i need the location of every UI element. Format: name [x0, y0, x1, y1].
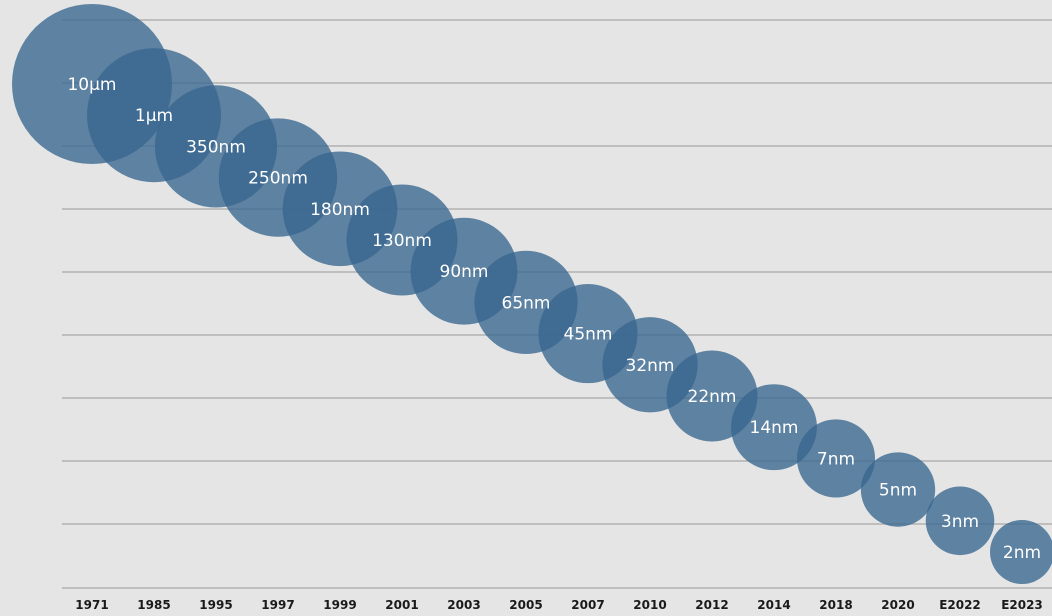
x-tick-label-1997: 1997 — [261, 598, 294, 612]
bubble-label-45nm: 45nm — [564, 325, 613, 345]
bubble-label-22nm: 22nm — [688, 387, 737, 407]
bubble-2nm — [990, 520, 1052, 584]
bubble-7nm — [796, 419, 876, 498]
bubble-5nm — [860, 452, 936, 527]
x-tick-label-1995: 1995 — [199, 598, 232, 612]
bubble-label-14nm: 14nm — [750, 418, 799, 438]
x-tick-label-2010: 2010 — [633, 598, 666, 612]
x-tick-label-2014: 2014 — [757, 598, 790, 612]
bubble-label-130nm: 130nm — [372, 231, 432, 251]
bubble-3nm — [925, 486, 995, 556]
x-tick-label-1985: 1985 — [137, 598, 170, 612]
bubble-label-10-m: 10µm — [67, 75, 116, 95]
bubble-label-7nm: 7nm — [817, 449, 855, 469]
bubble-label-90nm: 90nm — [440, 262, 489, 282]
bubble-label-2nm: 2nm — [1003, 543, 1041, 563]
x-tick-label-2007: 2007 — [571, 598, 604, 612]
x-tick-label-2020: 2020 — [881, 598, 914, 612]
bubble-label-350nm: 350nm — [186, 137, 246, 157]
bubble-label-32nm: 32nm — [626, 356, 675, 376]
bubble-label-1-m: 1µm — [135, 106, 173, 126]
x-tick-label-2018: 2018 — [819, 598, 852, 612]
x-tick-label-2005: 2005 — [509, 598, 542, 612]
x-tick-label-1971: 1971 — [75, 598, 108, 612]
bubble-label-5nm: 5nm — [879, 481, 917, 501]
x-tick-label-2012: 2012 — [695, 598, 728, 612]
x-axis: 1971 1985 1995 1997 1999 2001 2003 2005 2007 2010… — [75, 598, 1043, 612]
x-tick-label-e2022: E2022 — [939, 598, 981, 612]
x-tick-label-2003: 2003 — [447, 598, 480, 612]
bubble-label-180nm: 180nm — [310, 200, 370, 220]
x-tick-label-2001: 2001 — [385, 598, 418, 612]
x-tick-label-1999: 1999 — [323, 598, 356, 612]
bubble-label-3nm: 3nm — [941, 512, 979, 532]
bubble-label-65nm: 65nm — [502, 293, 551, 313]
bubble-label-250nm: 250nm — [248, 169, 308, 189]
bubble-14nm — [731, 384, 817, 471]
bubbles — [12, 4, 1052, 584]
x-tick-label-e2023: E2023 — [1001, 598, 1043, 612]
